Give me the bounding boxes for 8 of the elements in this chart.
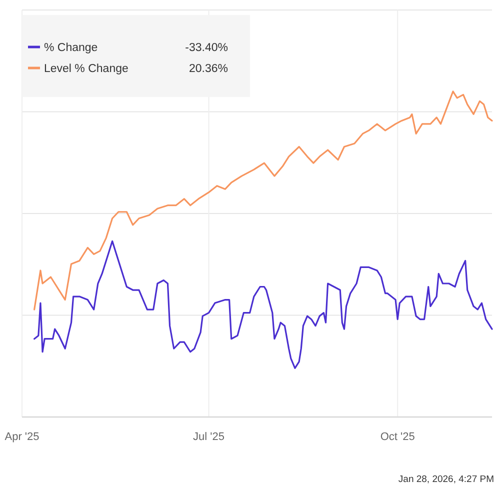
- x-tick-label: Apr '25: [4, 431, 40, 443]
- legend-label: Level % Change: [44, 63, 128, 75]
- x-tick-label: Jul '25: [193, 431, 224, 443]
- text: 20.36%: [188, 63, 228, 75]
- legend-label: % Change: [44, 42, 98, 54]
- text: -33.40%: [185, 42, 228, 54]
- x-tick-label: Oct '25: [380, 431, 415, 443]
- text: Jan 28, 2026, 4:27 PM: [398, 474, 494, 485]
